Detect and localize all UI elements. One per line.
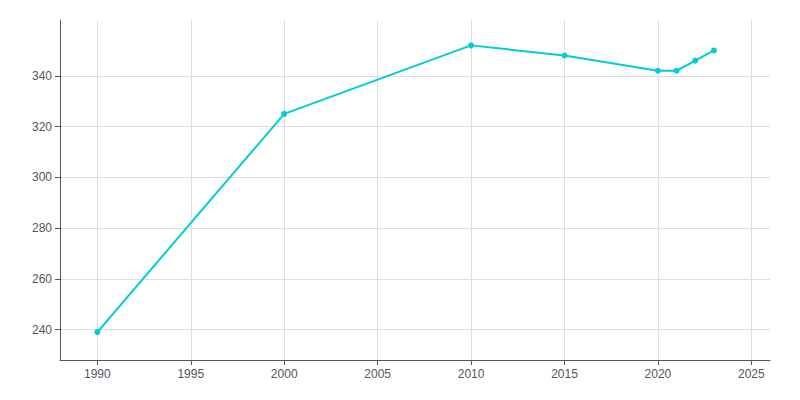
- svg-text:240: 240: [32, 323, 52, 337]
- svg-text:2015: 2015: [551, 367, 578, 381]
- svg-text:2020: 2020: [645, 367, 672, 381]
- svg-text:1995: 1995: [177, 367, 204, 381]
- svg-text:2010: 2010: [458, 367, 485, 381]
- svg-text:340: 340: [32, 69, 52, 83]
- svg-text:280: 280: [32, 221, 52, 235]
- svg-text:2000: 2000: [271, 367, 298, 381]
- svg-text:2005: 2005: [364, 367, 391, 381]
- svg-text:300: 300: [32, 170, 52, 184]
- svg-text:1990: 1990: [84, 367, 111, 381]
- svg-text:320: 320: [32, 120, 52, 134]
- svg-text:260: 260: [32, 272, 52, 286]
- svg-text:2025: 2025: [738, 367, 765, 381]
